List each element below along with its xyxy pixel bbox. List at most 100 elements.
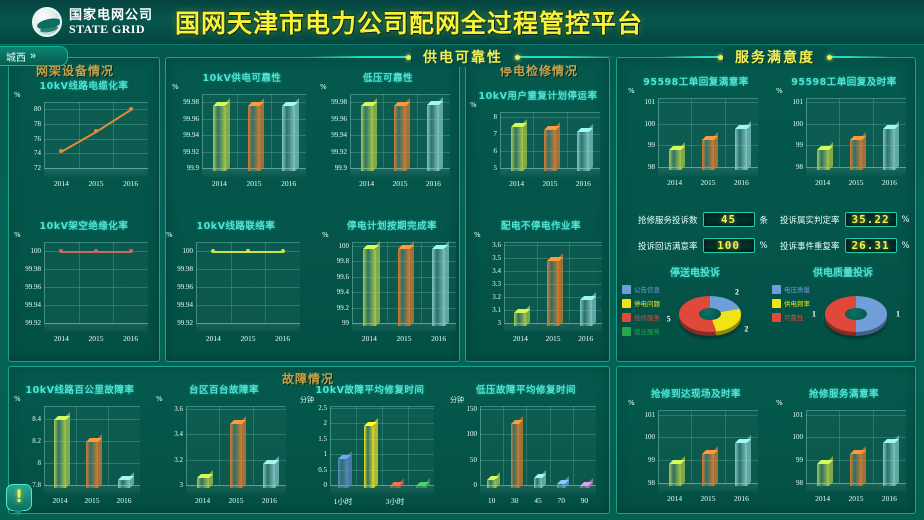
plot-backwall — [806, 98, 906, 167]
x-axis-tick: 2014 — [815, 494, 831, 503]
bar-face — [580, 486, 589, 488]
x-axis-tick: 2015 — [228, 496, 244, 505]
bar-face — [213, 106, 226, 171]
gridline-vertical — [566, 112, 568, 168]
chart-power-quality-complaints: 供电质量投诉 电压质量 供电频率 可靠性 1 1 — [772, 264, 914, 360]
brand-name-en: STATE GRID — [69, 21, 145, 36]
x-axis-tick: 2014 — [509, 179, 525, 188]
readout-value: 100 — [717, 239, 740, 252]
y-axis-tick: 150 — [466, 404, 478, 413]
bar-face — [416, 486, 426, 488]
legend-item[interactable]: 公告信息 — [622, 284, 660, 294]
line-segment — [248, 251, 283, 253]
bar-face — [394, 106, 406, 171]
y-axis-tick: 99 — [648, 141, 655, 150]
y-axis-tick: 0.5 — [318, 465, 327, 474]
chart-title: 10kV线路联络率 — [196, 221, 276, 232]
y-axis-tick: 5 — [493, 164, 498, 172]
axis-unit-label: % — [14, 91, 21, 99]
readout-unit: 条 — [759, 215, 769, 226]
panel-fault — [8, 366, 610, 514]
readout-value: 35.22 — [851, 213, 890, 226]
plot-floor — [196, 323, 300, 332]
chart-overhead-insulation: 10kV架空绝缘化率% 99.92 99.94 99.96 99.98 100 2014 20… — [14, 218, 154, 348]
legend-item[interactable]: 可靠性 — [772, 312, 810, 322]
axis-unit-label: % — [156, 395, 163, 403]
y-axis-tick: 99 — [796, 456, 803, 465]
bar-face — [363, 248, 376, 326]
bar — [580, 478, 593, 488]
gridline — [44, 124, 148, 125]
banner-dot-right — [827, 54, 832, 60]
y-axis-tick: 80 — [34, 105, 41, 114]
bar-face — [514, 312, 527, 326]
plot-area: 99.92 99.94 99.96 99.98 100 2014 2015 2016 — [25, 242, 148, 343]
x-axis-tick: 2014 — [361, 334, 377, 343]
y-axis-tick: 7 — [493, 130, 498, 139]
readout-box: 100 — [702, 238, 755, 253]
readout-repair-complaint-count: 抢修服务投诉数 45 条 — [638, 212, 768, 227]
chart-avg-repair-lv: 低压故障平均修复时间 分钟 0 50 100 150 10 30 45 70 90 — [450, 382, 602, 510]
y-axis-tick: 76 — [34, 134, 41, 143]
bar-side — [747, 121, 752, 170]
readout-callback-satisfaction-rate: 投诉回访满意率 100 % — [638, 238, 768, 253]
bar — [816, 456, 833, 486]
plot-area: 99 99.2 99.4 99.6 99.8 100 2014 2015 2016 — [337, 240, 456, 343]
chart-repeat-planned-outage: 10kV用户重复计划停运率% 5 6 7 8 2014 2015 2016 — [470, 88, 606, 193]
gridline-vertical — [408, 406, 409, 485]
y-axis-tick: 2 — [323, 419, 328, 428]
gridline — [480, 434, 596, 436]
readout-value: 26.31 — [851, 239, 890, 252]
bar — [547, 252, 563, 326]
gridline — [44, 269, 148, 270]
y-axis-tick: 99.9 — [334, 164, 347, 172]
bar — [432, 240, 449, 326]
legend-item[interactable]: 供电频率 — [772, 298, 810, 308]
bar — [735, 434, 752, 486]
region-selector-tab[interactable]: 城西 » — [0, 46, 68, 66]
gridline-vertical — [526, 406, 528, 485]
bar-face — [577, 131, 590, 171]
y-axis-tick: 100 — [466, 430, 478, 439]
bar-side — [260, 98, 265, 171]
gridline-vertical — [383, 94, 385, 168]
plot-area: 99.9 99.92 99.94 99.96 99.98 2014 2015 2016 — [331, 94, 450, 188]
gridline-vertical — [76, 406, 77, 485]
legend-item[interactable]: 营业服务 — [622, 326, 660, 336]
plot-backwall — [658, 410, 758, 483]
plot-backwall — [44, 102, 148, 168]
gridline — [196, 305, 300, 306]
x-axis-tick: 10 — [487, 496, 496, 505]
y-axis-tick: 3.4 — [492, 266, 501, 275]
y-axis-tick: 100 — [30, 247, 42, 255]
plot-area: 98 99 100 101 2014 2015 2016 — [645, 98, 758, 187]
legend-item[interactable]: 抢修服务 — [622, 312, 660, 322]
bar-face — [360, 106, 373, 171]
gridline — [504, 244, 602, 246]
gridline-vertical — [265, 242, 267, 323]
bar-side — [439, 97, 444, 171]
y-axis-tick: 99.8 — [336, 257, 349, 266]
plot-area: 7.8 8 8.2 8.4 2014 2015 2016 — [32, 406, 140, 505]
gridline-vertical — [536, 242, 538, 323]
x-axis-tick: 90 — [580, 496, 589, 505]
x-axis-tick: 2014 — [815, 178, 831, 187]
x-axis-tick: 2015 — [88, 179, 104, 188]
x-axis-tick: 2014 — [211, 179, 227, 188]
readout-complaint-validity-rate: 投诉属实判定率 35.22 % — [780, 212, 910, 227]
bar — [263, 455, 280, 488]
brand-text: 国家电网公司 STATE GRID — [69, 9, 153, 36]
plot-floor — [44, 168, 148, 177]
exclamation-alert-icon[interactable]: ! — [6, 484, 32, 516]
gridline — [196, 269, 300, 270]
region-label: 城西 — [6, 52, 26, 64]
app-header: 国家电网公司 STATE GRID 国网天津市电力公司配网全过程管控平台 — [0, 0, 924, 45]
legend-item[interactable]: 电压质量 — [772, 284, 810, 294]
y-axis-tick: 98 — [796, 479, 803, 487]
axis-unit-label: % — [14, 231, 21, 239]
bar — [338, 450, 352, 488]
axis-unit-label: % — [628, 87, 635, 95]
legend-item[interactable]: 停电问题 — [622, 298, 660, 308]
chart-95598-reply-timeliness: 95598工单回复及时率% 98 99 100 101 2014 2015 2016 — [776, 74, 912, 192]
plot-backwall — [504, 242, 602, 323]
